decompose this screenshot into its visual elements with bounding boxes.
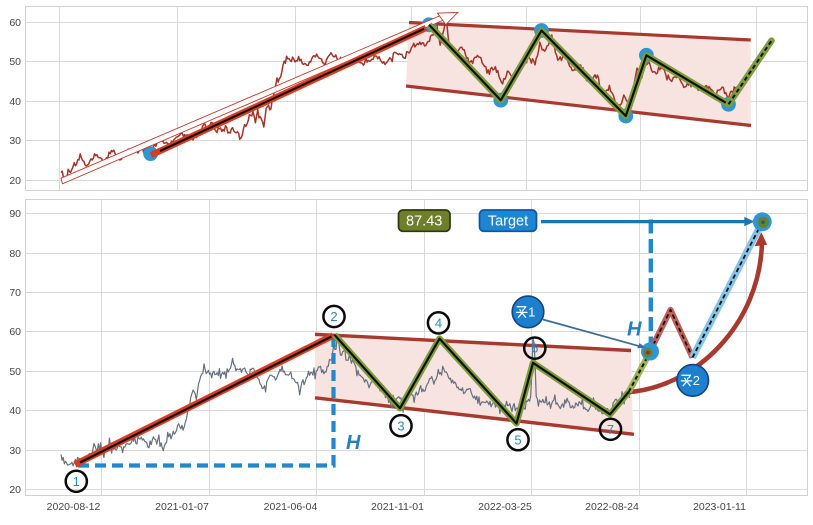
svg-text:2022-03-25: 2022-03-25 <box>478 501 532 513</box>
svg-text:5: 5 <box>514 432 521 447</box>
svg-text:87.43: 87.43 <box>406 214 442 230</box>
svg-text:90: 90 <box>9 208 21 220</box>
svg-text:50: 50 <box>9 366 21 378</box>
svg-text:30: 30 <box>9 445 21 457</box>
svg-text:2023-01-11: 2023-01-11 <box>693 501 746 513</box>
svg-text:50: 50 <box>9 56 21 68</box>
svg-text:2021-06-04: 2021-06-04 <box>264 501 318 513</box>
svg-text:2020-08-12: 2020-08-12 <box>47 501 101 513</box>
svg-text:1: 1 <box>73 474 80 489</box>
svg-text:2: 2 <box>330 309 337 324</box>
svg-text:H: H <box>346 432 361 454</box>
svg-text:40: 40 <box>9 96 21 108</box>
svg-text:7: 7 <box>607 422 614 437</box>
svg-text:80: 80 <box>9 248 21 260</box>
svg-text:H: H <box>627 319 642 341</box>
svg-text:60: 60 <box>9 326 21 338</box>
svg-text:20: 20 <box>9 175 21 187</box>
svg-text:3: 3 <box>397 418 404 433</box>
svg-text:60: 60 <box>9 17 21 29</box>
svg-text:4: 4 <box>435 316 442 331</box>
svg-text:70: 70 <box>9 287 21 299</box>
svg-text:2021-01-07: 2021-01-07 <box>155 501 209 513</box>
svg-text:2022-08-24: 2022-08-24 <box>585 501 639 513</box>
svg-text:30: 30 <box>9 135 21 147</box>
svg-text:1: 1 <box>528 305 535 320</box>
svg-text:Target: Target <box>488 214 528 230</box>
svg-text:2: 2 <box>693 373 700 388</box>
svg-text:20: 20 <box>9 484 21 496</box>
svg-text:2021-11-01: 2021-11-01 <box>371 501 424 513</box>
svg-text:40: 40 <box>9 405 21 417</box>
svg-text:6: 6 <box>531 341 538 356</box>
